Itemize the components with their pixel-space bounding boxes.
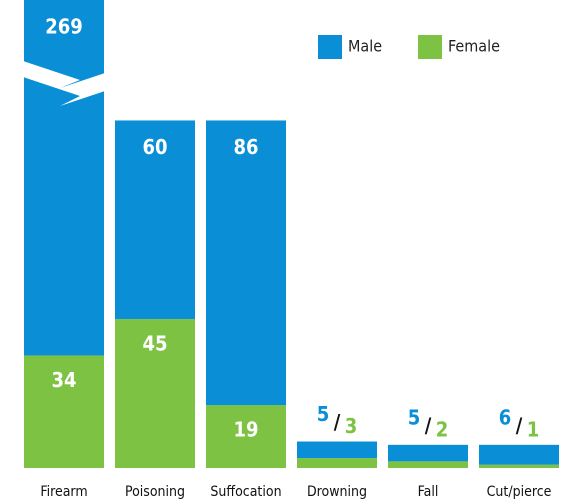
legend-swatch bbox=[318, 35, 342, 59]
bar-male bbox=[24, 0, 104, 356]
x-tick-label: Suffocation bbox=[210, 484, 281, 500]
bar-male bbox=[388, 444, 468, 462]
bar-female bbox=[297, 458, 377, 468]
value-label: 86 bbox=[233, 135, 258, 159]
separator: / bbox=[334, 410, 341, 434]
value-label: 34 bbox=[51, 368, 76, 392]
bar-female bbox=[388, 461, 468, 468]
axis-break bbox=[20, 60, 108, 106]
x-tick-label: Firearm bbox=[40, 484, 87, 500]
bar-female bbox=[24, 355, 104, 468]
x-tick-label: Cut/pierce bbox=[487, 484, 552, 500]
x-tick-label: Fall bbox=[418, 484, 439, 500]
separator: / bbox=[425, 413, 432, 437]
separator: / bbox=[516, 413, 523, 437]
value-label: 1 bbox=[527, 417, 540, 441]
legend-swatch bbox=[418, 35, 442, 59]
value-label: 45 bbox=[142, 332, 167, 356]
bar-female bbox=[115, 319, 195, 468]
bar-female bbox=[206, 405, 286, 468]
value-label: 5 bbox=[408, 405, 421, 429]
x-tick-label: Poisoning bbox=[125, 484, 185, 500]
bar-male bbox=[479, 444, 559, 465]
legend-label: Female bbox=[448, 37, 500, 56]
value-label: 3 bbox=[345, 414, 358, 438]
bar-male bbox=[297, 441, 377, 459]
value-label: 6 bbox=[499, 405, 512, 429]
legend-label: Male bbox=[348, 37, 382, 56]
value-label: 60 bbox=[142, 135, 167, 159]
bar-female bbox=[479, 464, 559, 468]
bar-male bbox=[206, 120, 286, 406]
value-label: 19 bbox=[233, 418, 258, 442]
value-label: 5 bbox=[317, 402, 330, 426]
value-label: 2 bbox=[436, 417, 449, 441]
value-label: 269 bbox=[45, 15, 83, 39]
x-tick-label: Drowning bbox=[307, 484, 367, 500]
bar-male bbox=[115, 120, 195, 320]
